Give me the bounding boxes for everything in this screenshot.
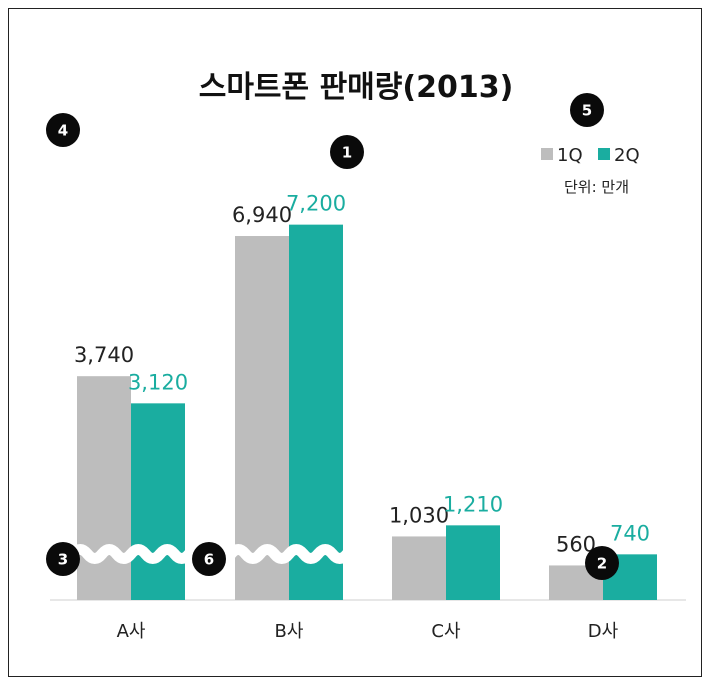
bar-2q-0: [131, 403, 185, 600]
axis-breaks-group: [67, 544, 353, 564]
badges-group: 1 2 3 4 5 6: [46, 93, 619, 580]
badge-2-label: 2: [597, 555, 607, 573]
value-label-1q-2: 1,030: [389, 503, 449, 527]
bar-2q-1: [289, 224, 343, 600]
badge-4-label: 4: [58, 122, 68, 140]
value-label-1q-0: 3,740: [74, 343, 134, 367]
bar-1q-2: [392, 536, 446, 600]
bar-2q-2: [446, 525, 500, 600]
value-label-2q-1: 7,200: [286, 192, 346, 216]
badge-5-label: 5: [582, 102, 592, 120]
legend-label-2q: 2Q: [614, 145, 640, 166]
badge-5-circle: [570, 93, 604, 127]
legend: 1Q 2Q 단위: 만개: [541, 145, 640, 196]
badge-1-circle: [330, 135, 364, 169]
bars-group: [77, 224, 657, 600]
badge-3-label: 3: [58, 551, 68, 569]
unit-label: 단위: 만개: [564, 178, 629, 196]
legend-swatch-2q: [598, 148, 610, 160]
bar-1q-0: [77, 376, 131, 600]
category-label-3: D사: [588, 621, 619, 642]
category-labels-group: A사 B사 C사 D사: [117, 621, 619, 642]
category-label-2: C사: [431, 621, 461, 642]
axis-break-0: [67, 544, 195, 564]
badge-4-circle: [46, 113, 80, 147]
badge-1-label: 1: [342, 144, 352, 162]
category-label-1: B사: [275, 621, 304, 642]
value-label-2q-3: 740: [610, 521, 650, 545]
category-label-0: A사: [117, 621, 146, 642]
legend-swatch-1q: [541, 148, 553, 160]
badge-2-circle: [585, 546, 619, 580]
badge-6-circle: [192, 542, 226, 576]
chart-title: 스마트폰 판매량(2013): [199, 70, 514, 105]
value-label-1q-1: 6,940: [232, 203, 292, 227]
bar-1q-1: [235, 236, 289, 600]
value-label-2q-2: 1,210: [443, 492, 503, 516]
value-label-2q-0: 3,120: [128, 370, 188, 394]
badge-3-circle: [46, 542, 80, 576]
badge-6-label: 6: [204, 551, 214, 569]
axis-break-1: [225, 544, 353, 564]
legend-label-1q: 1Q: [557, 145, 583, 166]
